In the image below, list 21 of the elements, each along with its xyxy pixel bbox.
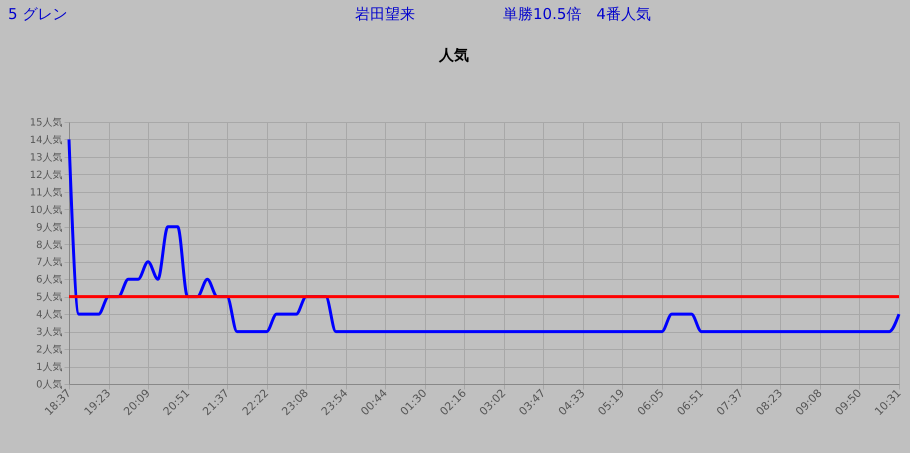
y-tick-label: 3人気 bbox=[36, 327, 62, 338]
text: 岩田望来 bbox=[355, 5, 415, 23]
y-tick-label: 2人気 bbox=[36, 344, 62, 356]
y-tick-label: 7人気 bbox=[36, 257, 62, 268]
line-series bbox=[68, 138, 900, 334]
y-tick-label: 12人気 bbox=[30, 170, 62, 181]
y-tick-label: 1人気 bbox=[36, 362, 62, 374]
y-tick-label: 13人気 bbox=[30, 152, 62, 164]
y-tick-label: 0人気 bbox=[36, 380, 62, 390]
y-tick-label: 8人気 bbox=[36, 240, 62, 251]
chart-title: 人気 bbox=[438, 46, 469, 64]
y-tick-label: 14人気 bbox=[30, 134, 62, 146]
y-tick-label: 15人気 bbox=[30, 118, 62, 128]
y-tick-label: 5人気 bbox=[36, 292, 62, 304]
y-tick-label: 9人気 bbox=[36, 222, 62, 234]
text: 単勝10.5倍 4番人気 bbox=[503, 5, 651, 23]
y-tick-label: 10人気 bbox=[30, 204, 62, 216]
y-tick-label: 11人気 bbox=[30, 187, 62, 198]
y-tick-label: 4人気 bbox=[36, 310, 62, 321]
y-tick-label: 6人気 bbox=[36, 274, 62, 286]
text: 5 グレン bbox=[8, 5, 68, 23]
